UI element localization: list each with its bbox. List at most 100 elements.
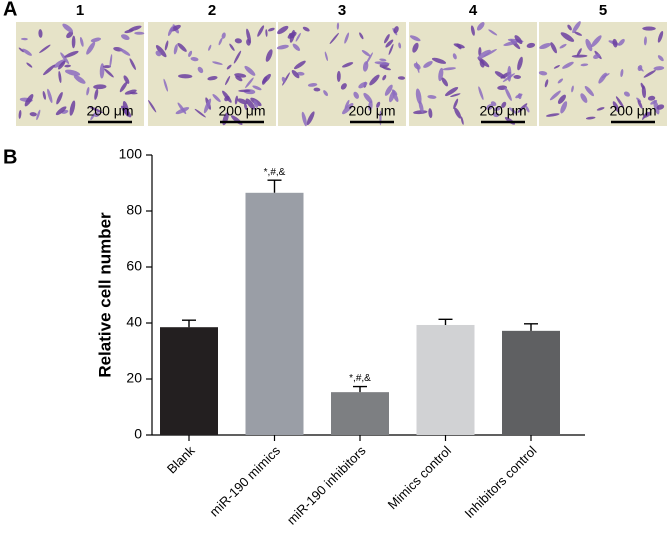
cell	[177, 42, 187, 52]
cell	[460, 116, 464, 125]
error-bar	[524, 323, 538, 331]
cell	[128, 25, 142, 32]
cell	[69, 100, 76, 116]
cell	[163, 78, 169, 92]
cell	[342, 103, 354, 115]
cell	[514, 35, 523, 44]
cell	[295, 32, 301, 42]
cell	[381, 66, 392, 71]
cell	[567, 24, 572, 31]
cell	[503, 40, 518, 46]
cell	[374, 61, 390, 65]
cell	[517, 103, 528, 113]
cell	[119, 81, 128, 93]
cell	[329, 32, 339, 45]
cell	[268, 27, 275, 32]
cell	[42, 91, 46, 100]
cell	[596, 107, 605, 111]
cell	[580, 93, 588, 103]
cell	[103, 65, 112, 69]
cell	[486, 104, 493, 111]
cell	[234, 38, 242, 44]
cell	[197, 66, 204, 74]
cell	[593, 53, 601, 59]
cell	[237, 98, 248, 105]
cell	[584, 85, 594, 97]
cell	[431, 57, 447, 64]
cell	[601, 73, 610, 79]
cell	[585, 116, 596, 120]
cell	[244, 65, 256, 76]
bar	[416, 324, 475, 435]
cell	[453, 98, 459, 110]
micrograph	[409, 22, 537, 126]
cell	[246, 39, 251, 46]
cell	[18, 109, 22, 119]
cell	[382, 74, 387, 81]
cell	[155, 50, 162, 57]
cell	[47, 88, 53, 103]
cell	[245, 98, 256, 110]
cell	[538, 70, 548, 76]
y-tick-label: 60	[126, 258, 142, 274]
cell	[344, 32, 350, 44]
cell	[155, 45, 167, 58]
cell	[384, 34, 390, 44]
y-tick-label: 100	[119, 146, 143, 162]
cell	[233, 50, 242, 64]
cell	[526, 42, 536, 48]
cell	[637, 99, 643, 109]
cell	[194, 108, 206, 118]
cell	[643, 36, 647, 46]
cell	[277, 25, 289, 35]
cell	[362, 61, 369, 72]
cell	[379, 58, 387, 62]
cell	[244, 103, 248, 111]
cell	[207, 76, 218, 81]
x-tick-label: Inhibitors control	[461, 443, 539, 521]
cell	[353, 91, 359, 99]
cell	[287, 31, 297, 39]
cell	[203, 98, 212, 114]
cell	[428, 108, 433, 119]
cell	[53, 59, 66, 68]
cell	[640, 82, 645, 90]
cell	[653, 66, 665, 71]
cell	[218, 37, 223, 46]
cell	[261, 76, 268, 85]
cell	[229, 43, 235, 51]
cell	[178, 74, 193, 79]
cell	[539, 42, 551, 50]
error-bar	[182, 319, 196, 328]
cell	[571, 54, 588, 58]
cell	[591, 35, 602, 48]
image-label: 1	[76, 2, 84, 19]
cell	[444, 86, 459, 97]
bar	[245, 192, 304, 435]
cell	[508, 107, 518, 115]
cell	[90, 113, 95, 121]
cell	[361, 49, 371, 57]
cell	[22, 48, 32, 56]
cell	[612, 101, 620, 113]
cell	[71, 35, 76, 49]
cell	[572, 21, 581, 34]
cell	[99, 63, 105, 79]
cell	[175, 107, 190, 115]
cell	[208, 44, 212, 51]
cell	[109, 54, 113, 68]
cell	[549, 90, 561, 101]
cell	[559, 43, 567, 49]
cell	[388, 43, 394, 56]
y-tick-label: 80	[126, 202, 142, 218]
cell	[442, 67, 456, 71]
cell	[488, 29, 498, 36]
scale-bar-label: 200 μm	[219, 103, 266, 119]
cell	[24, 94, 34, 107]
cell	[281, 76, 286, 83]
cell	[79, 36, 84, 47]
cell	[477, 49, 491, 59]
cell	[212, 94, 221, 103]
cell	[365, 52, 373, 65]
micrograph	[16, 22, 145, 126]
